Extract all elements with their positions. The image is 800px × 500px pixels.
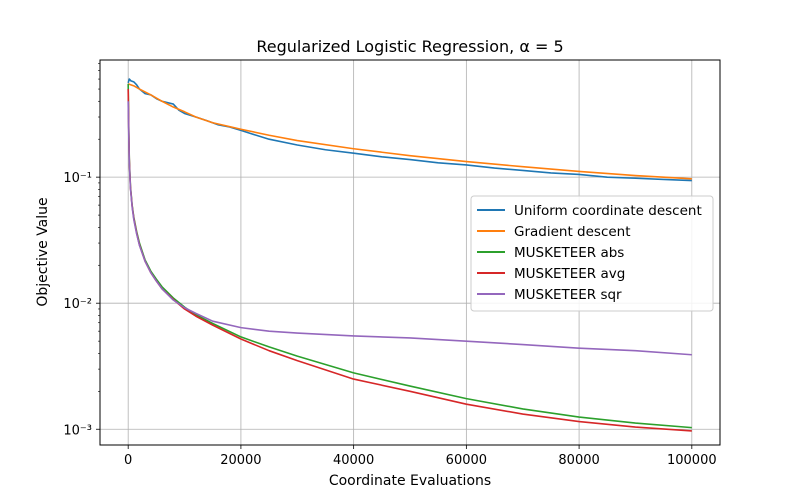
y-tick-label: 10⁻¹: [63, 171, 92, 186]
y-tick-label: 10⁻²: [63, 297, 92, 312]
x-tick-label: 0: [124, 453, 132, 468]
legend-label: Uniform coordinate descent: [514, 203, 702, 219]
y-axis-label: Objective Value: [35, 197, 51, 306]
x-tick-label: 100000: [667, 453, 717, 468]
x-tick-label: 20000: [220, 453, 261, 468]
legend-label: MUSKETEER avg: [514, 266, 625, 282]
x-tick-label: 40000: [333, 453, 374, 468]
plot-frame: [99, 59, 721, 446]
legend-label: Gradient descent: [514, 224, 631, 240]
ticks: 0 20000 40000 60000 80000 100000 10⁻³ 10⁻² 10⁻¹: [63, 63, 717, 468]
x-tick-label: 60000: [446, 453, 487, 468]
legend-label: MUSKETEER abs: [514, 245, 624, 261]
x-tick-label: 80000: [558, 453, 599, 468]
legend: Uniform coordinate descent Gradient desce…: [470, 195, 714, 312]
x-axis-label: Coordinate Evaluations: [329, 473, 491, 489]
y-tick-label: 10⁻³: [63, 423, 92, 438]
legend-box: [470, 195, 714, 312]
series-line-gradient-descent: [127, 83, 692, 180]
legend-label: MUSKETEER sqr: [514, 287, 622, 303]
series-layer: [127, 78, 692, 432]
chart-title: Regularized Logistic Regression, α = 5: [256, 37, 563, 56]
series-line-musketeer-sqr: [127, 101, 692, 356]
